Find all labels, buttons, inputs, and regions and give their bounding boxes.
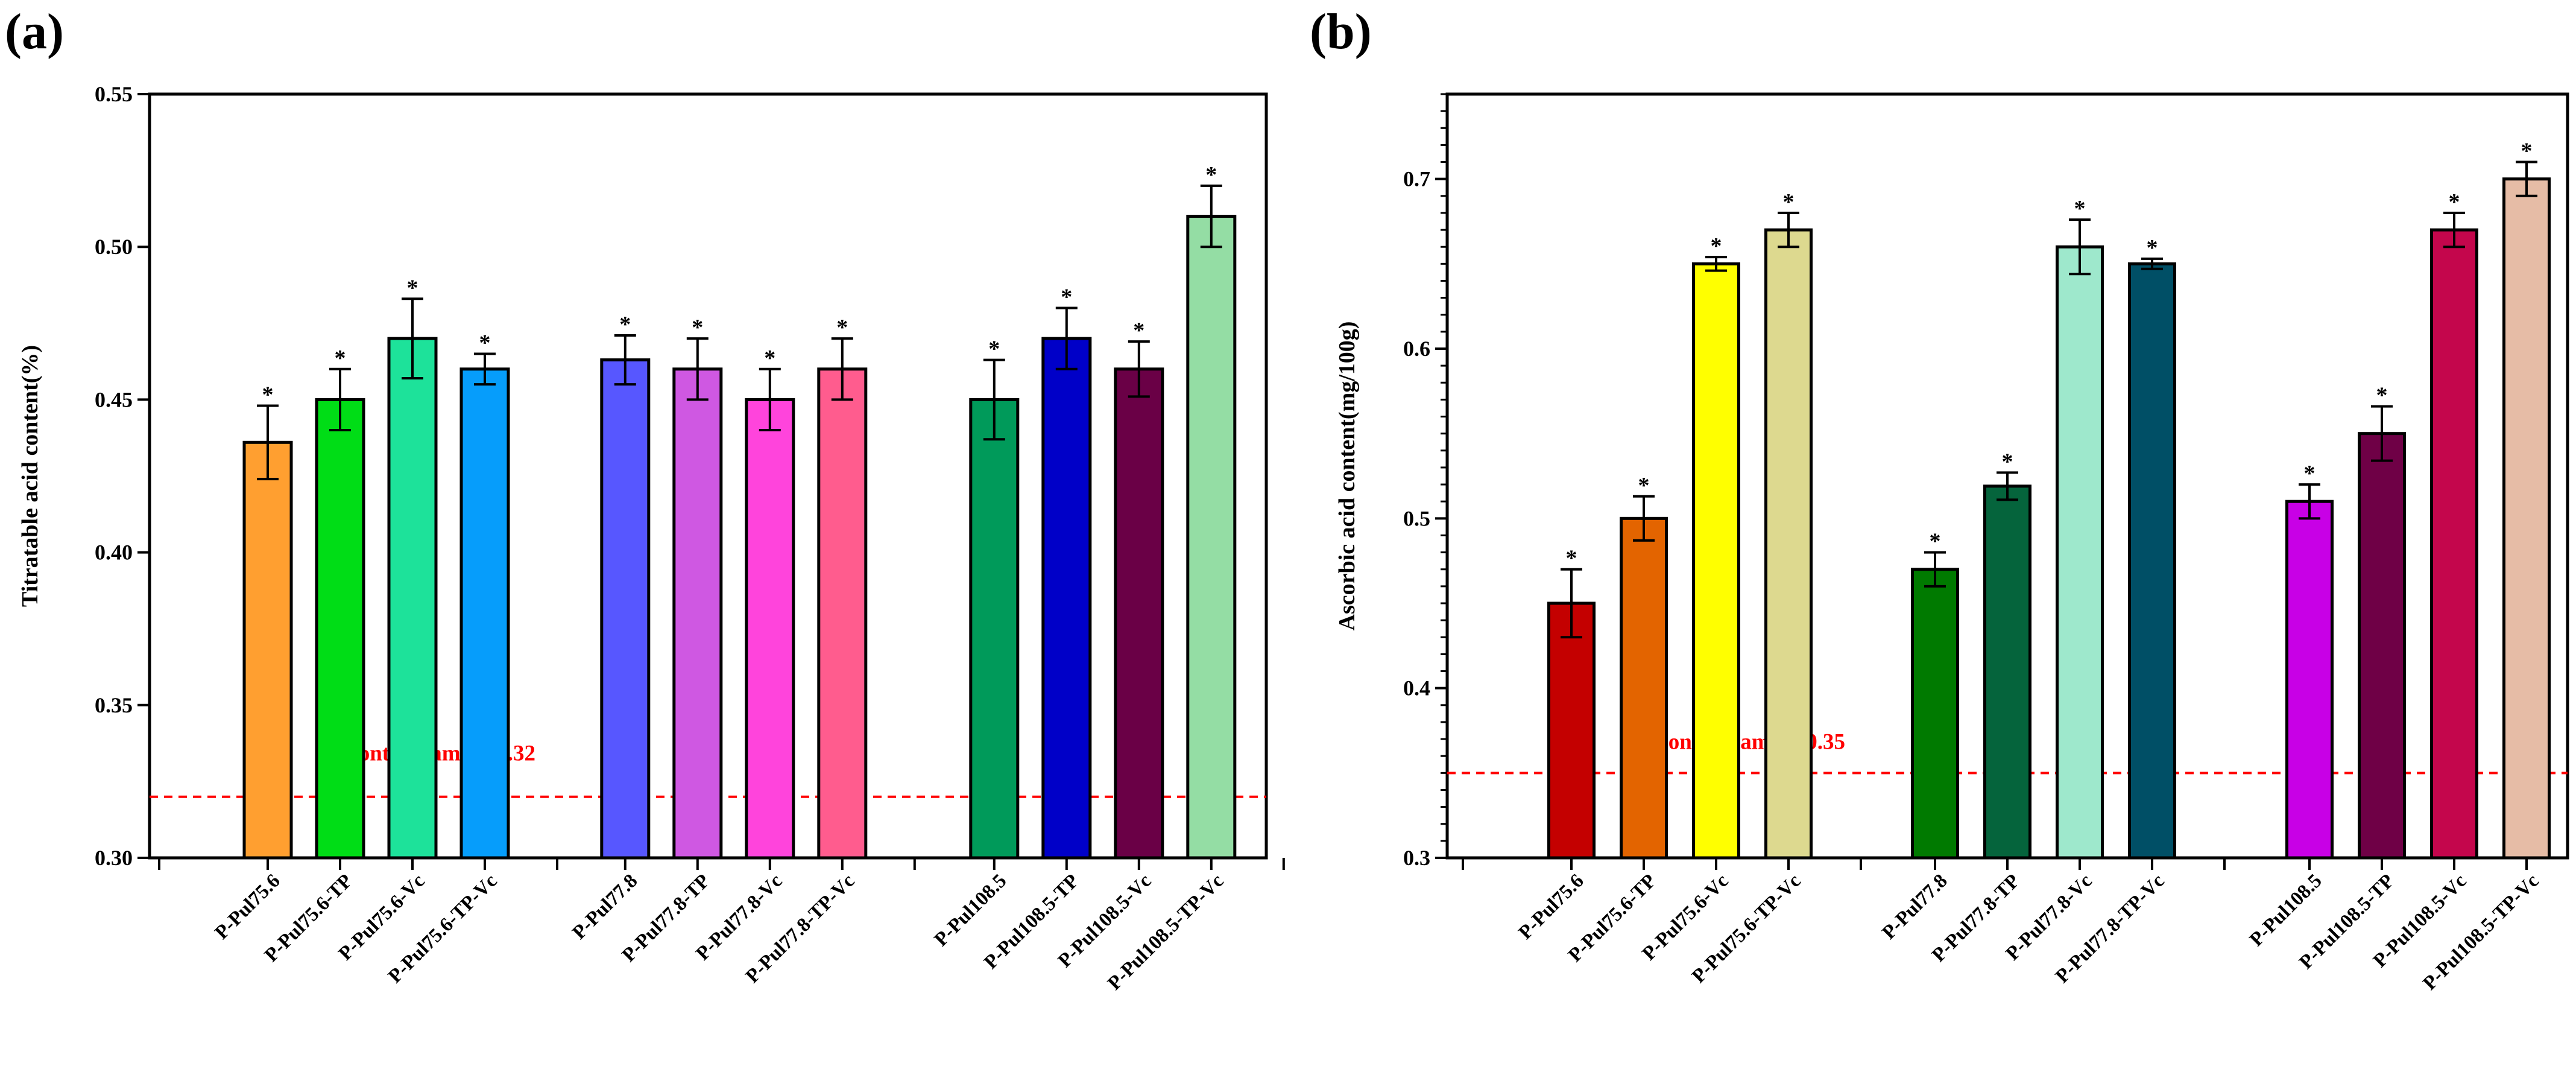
significance-star-b: * (2376, 383, 2388, 408)
significance-star-a: * (619, 312, 631, 337)
bar-a (242, 440, 293, 860)
bar-b (2358, 432, 2406, 860)
bar-a (817, 367, 868, 860)
y-tick-label-a: 0.55 (95, 82, 133, 106)
bar-a (315, 398, 365, 860)
bar-b (1692, 262, 1740, 860)
control-label-b: Control sample:0.35 (1652, 729, 1845, 754)
bar-a (1186, 215, 1237, 860)
bar-a (672, 367, 723, 860)
bar-a (745, 398, 795, 860)
y-tick-label-a: 0.45 (95, 387, 133, 411)
bar-a (387, 337, 438, 860)
bar-b (1620, 516, 1668, 860)
y-axis-title-a: Titratable acid content(%) (17, 345, 43, 607)
y-axis-title-b: Ascorbic acid content(mg/100g) (1334, 322, 1360, 631)
significance-star-b: * (2304, 461, 2316, 486)
bar-b (1764, 228, 1813, 860)
bar-b (1547, 601, 1596, 860)
significance-star-a: * (1205, 162, 1217, 188)
y-tick-label-b: 0.3 (1403, 846, 1430, 870)
significance-star-a: * (1061, 284, 1072, 309)
y-tick-label-b: 0.7 (1403, 167, 1430, 191)
bar-b (2430, 228, 2478, 860)
significance-star-a: * (988, 337, 1000, 362)
category-label-a: P-Pul75.6 (211, 870, 285, 944)
significance-star-b: * (1783, 189, 1795, 215)
panel-label-b: (b) (1310, 4, 1372, 60)
bar-b (2285, 500, 2334, 860)
bar-b (2128, 262, 2176, 860)
bar-b (1911, 568, 1959, 860)
y-tick-label-a: 0.40 (95, 541, 133, 565)
y-tick-label-b: 0.4 (1403, 676, 1430, 700)
significance-star-a: * (836, 315, 848, 340)
significance-star-b: * (1711, 233, 1722, 259)
y-tick-label-a: 0.50 (95, 235, 133, 259)
significance-star-b: * (2147, 235, 2158, 261)
significance-star-a: * (479, 330, 491, 355)
significance-star-b: * (1930, 529, 1941, 554)
bar-b (2502, 177, 2551, 860)
significance-star-a: * (692, 315, 703, 340)
category-label-b: P-Pul75.6 (1515, 870, 1588, 944)
bar-a (600, 358, 651, 860)
bar-a (1114, 367, 1164, 860)
y-tick-label-b: 0.5 (1403, 506, 1430, 530)
significance-star-a: * (407, 275, 418, 300)
bar-b (1983, 484, 2031, 860)
significance-star-b: * (1566, 546, 1577, 571)
y-tick-label-a: 0.35 (95, 693, 133, 717)
significance-star-a: * (1133, 318, 1144, 343)
category-label-b: P-Pul77.8 (1878, 870, 1952, 944)
bar-a (969, 398, 1020, 860)
significance-star-a: * (764, 346, 775, 371)
bar-a (459, 367, 510, 860)
panel-label-a: (a) (5, 4, 64, 60)
significance-star-b: * (2521, 139, 2533, 164)
bar-b (2056, 245, 2104, 860)
bar-a (1041, 337, 1092, 860)
y-tick-label-a: 0.30 (95, 846, 133, 870)
significance-star-b: * (2002, 449, 2013, 474)
y-tick-label-b: 0.6 (1403, 337, 1430, 361)
significance-star-a: * (335, 346, 346, 371)
significance-star-b: * (2074, 196, 2086, 221)
significance-star-b: * (1638, 473, 1650, 498)
significance-star-b: * (2449, 189, 2460, 215)
significance-star-a: * (262, 382, 274, 408)
category-label-a: P-Pul77.8 (568, 870, 642, 944)
